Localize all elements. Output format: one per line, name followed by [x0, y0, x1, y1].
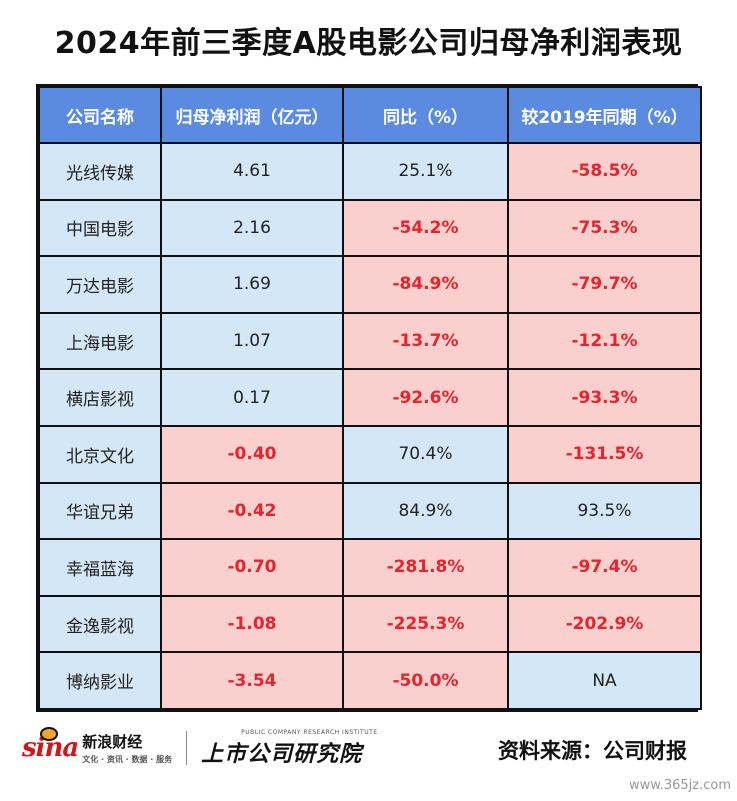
- cell-company: 中国电影: [38, 198, 162, 258]
- cell-vs2019: -75.3%: [507, 198, 702, 258]
- cell-yoy: 25.1%: [342, 142, 509, 201]
- table-row: 中国电影 2.16 -54.2% -75.3%: [38, 198, 702, 258]
- cell-company: 横店影视: [38, 368, 162, 427]
- column-header-yoy: 同比（%）: [342, 86, 509, 144]
- cell-company: 金逸影视: [38, 594, 162, 654]
- cell-profit: 1.07: [160, 311, 344, 371]
- cell-yoy: 70.4%: [342, 424, 509, 484]
- cell-company: 华谊兄弟: [38, 481, 162, 541]
- column-header-profit: 归母净利润（亿元）: [160, 86, 344, 144]
- cell-profit: 1.69: [160, 255, 344, 314]
- column-header-company: 公司名称: [38, 86, 162, 144]
- institute-name: 上市公司研究院: [201, 741, 363, 767]
- table-row: 金逸影视 -1.08 -225.3% -202.9%: [38, 594, 702, 654]
- institute-logo: PUBLIC COMPANY RESEARCH INSTITUTE 上市公司研究…: [201, 729, 377, 768]
- cell-vs2019: -93.3%: [507, 368, 702, 427]
- table-header-row: 公司名称 归母净利润（亿元） 同比（%） 较2019年同期（%）: [38, 86, 702, 144]
- sina-tagline: 文化 · 资讯 · 数据 · 服务: [82, 755, 173, 764]
- chart-title: 2024年前三季度A股电影公司归母净利润表现: [54, 26, 683, 61]
- table-row: 华谊兄弟 -0.42 84.9% 93.5%: [38, 481, 702, 541]
- cell-company: 上海电影: [38, 311, 162, 371]
- cell-vs2019: 93.5%: [507, 481, 702, 541]
- institute-subtitle: PUBLIC COMPANY RESEARCH INSTITUTE: [241, 728, 378, 736]
- logo-divider: [186, 731, 188, 765]
- cell-profit: 0.17: [160, 368, 344, 427]
- cell-yoy: -54.2%: [342, 198, 509, 258]
- cell-vs2019: -131.5%: [507, 424, 702, 484]
- column-header-vs2019: 较2019年同期（%）: [507, 86, 702, 144]
- sina-eye-icon: [40, 727, 59, 741]
- cell-yoy: 84.9%: [342, 481, 509, 541]
- sina-finance-logo: sina 新浪财经 文化 · 资讯 · 数据 · 服务: [22, 727, 173, 765]
- table-body: 光线传媒 4.61 25.1% -58.5% 中国电影 2.16 -54.2% -75.3% 万…: [38, 142, 702, 710]
- table-row: 上海电影 1.07 -13.7% -12.1%: [38, 311, 702, 371]
- cell-vs2019: -58.5%: [507, 142, 702, 201]
- data-table: 公司名称 归母净利润（亿元） 同比（%） 较2019年同期（%） 光线传媒 4.6…: [38, 86, 702, 710]
- cell-profit: -0.40: [160, 424, 344, 484]
- cell-company: 光线传媒: [38, 142, 162, 201]
- table-row: 博纳影业 -3.54 -50.0% NA: [38, 651, 702, 710]
- data-table-container: 公司名称 归母净利润（亿元） 同比（%） 较2019年同期（%） 光线传媒 4.6…: [36, 84, 702, 712]
- table-row: 光线传媒 4.61 25.1% -58.5%: [38, 142, 702, 201]
- cell-yoy: -50.0%: [342, 651, 509, 710]
- cell-vs2019: -202.9%: [507, 594, 702, 654]
- watermark: www.365jz.com: [629, 778, 731, 793]
- cell-profit: 4.61: [160, 142, 344, 201]
- cell-profit: 2.16: [160, 198, 344, 258]
- cell-yoy: -92.6%: [342, 368, 509, 427]
- table-row: 幸福蓝海 -0.70 -281.8% -97.4%: [38, 538, 702, 597]
- cell-vs2019: -12.1%: [507, 311, 702, 371]
- cell-yoy: -281.8%: [342, 538, 509, 597]
- cell-company: 北京文化: [38, 424, 162, 484]
- cell-company: 幸福蓝海: [38, 538, 162, 597]
- table-row: 北京文化 -0.40 70.4% -131.5%: [38, 424, 702, 484]
- sina-name: 新浪财经: [82, 733, 143, 751]
- cell-yoy: -225.3%: [342, 594, 509, 654]
- footer-logos: sina 新浪财经 文化 · 资讯 · 数据 · 服务 PUBLIC COMPA…: [22, 727, 378, 768]
- cell-profit: -0.42: [160, 481, 344, 541]
- cell-vs2019: -79.7%: [507, 255, 702, 314]
- cell-yoy: -13.7%: [342, 311, 509, 371]
- cell-profit: -0.70: [160, 538, 344, 597]
- cell-company: 博纳影业: [38, 651, 162, 710]
- cell-profit: -1.08: [160, 594, 344, 654]
- cell-profit: -3.54: [160, 651, 344, 710]
- cell-vs2019: -97.4%: [507, 538, 702, 597]
- cell-company: 万达电影: [38, 255, 162, 314]
- data-source-note: 资料来源：公司财报: [498, 739, 687, 763]
- cell-vs2019: NA: [507, 651, 702, 710]
- table-row: 横店影视 0.17 -92.6% -93.3%: [38, 368, 702, 427]
- cell-yoy: -84.9%: [342, 255, 509, 314]
- table-row: 万达电影 1.69 -84.9% -79.7%: [38, 255, 702, 314]
